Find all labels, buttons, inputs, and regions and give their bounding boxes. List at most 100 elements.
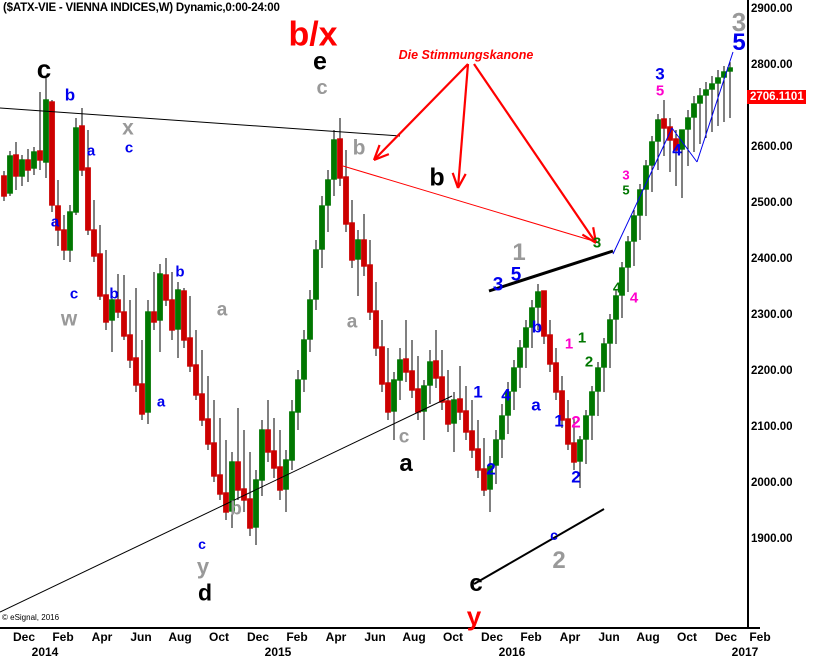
date-tick-label: Jun [130,630,152,644]
wave-label-c: c [316,77,328,99]
date-tick-label: Jun [364,630,386,644]
price-tick-label: 2000.00 [751,477,793,489]
wave-label-2: 2 [552,547,566,574]
wave-label-b: b [531,317,543,337]
price-tick-label: 2100.00 [751,421,793,433]
stimmungskanone-callout: Die Stimmungskanone [398,48,534,62]
date-tick-label: Oct [208,630,230,644]
date-tick-label: Jun [598,630,620,644]
arrow-mid [451,63,470,189]
wave-label-1: 1 [473,382,483,402]
wave-label-b: b [429,163,445,192]
blue-projection-3 [696,51,734,163]
wave-label-2: 2 [486,459,496,479]
wave-label-b: b [352,136,366,160]
arrow-left [372,63,469,162]
red-downtrend [342,165,601,244]
wave-label-y: y [466,601,482,631]
wave-label-a: a [531,395,541,415]
date-tick-label: Dec [246,630,270,644]
wave-label-a: a [50,213,60,231]
wave-label-4: 4 [501,385,511,405]
copyright-notice: © eSignal, 2016 [2,613,60,622]
chart-title: ($ATX-VIE - VIENNA INDICES,W) Dynamic,0:… [3,2,280,14]
wave-label-b: b [175,263,185,281]
wave-label-1: 1 [512,239,526,266]
wave-label-3: 3 [731,7,747,37]
wave-label-c: c [69,285,79,303]
wave-label-2: 2 [571,467,581,487]
price-tick-label: 2900.00 [751,3,793,15]
price-axis[interactable]: 2900.00 2800.00 2600.00 2500.00 2400.00 2300.… [747,0,813,628]
wave-label-3: 3 [655,64,665,84]
price-tick-label: 2800.00 [751,59,793,71]
wave-label-c: c [469,570,483,597]
wave-label-c: c [550,527,558,543]
price-tick-label: 2400.00 [751,253,793,265]
wave-label-a: a [346,311,358,333]
year-label: 2016 [498,645,526,659]
wave-label-c: c [36,54,52,84]
black-base [473,508,605,585]
wave-label-c: c [198,536,206,552]
wave-label-5: 5 [732,29,746,56]
date-tick-label: Aug [402,630,426,644]
date-tick-label: Oct [676,630,698,644]
wave-label-x: x [122,116,134,140]
wave-label-a: a [86,142,96,160]
wave-label-y: y [196,554,210,579]
wave-label-b: b [230,498,242,520]
wave-label-c: c [398,426,410,448]
date-tick-label: Feb [286,630,308,644]
wave-label-1: 1 [554,411,564,431]
wave-label-1: 1 [577,329,587,347]
price-tick-label: 2500.00 [751,197,793,209]
wave-label-5: 5 [510,264,522,286]
wave-label-3: 3 [492,274,504,296]
year-label: 2015 [264,645,292,659]
wave-label-3: 3 [622,167,630,183]
date-tick-label: Apr [559,630,581,644]
date-tick-label: Dec [12,630,36,644]
date-tick-label: Dec [480,630,504,644]
wave-label-d: d [197,579,213,606]
date-axis[interactable]: Dec Feb Apr Jun Aug Oct Dec Feb Apr Jun Aug Oct Dec F… [0,630,771,662]
price-tick-label: 2300.00 [751,309,793,321]
date-tick-label: Feb [520,630,542,644]
upper-resistance [0,107,401,137]
wave-label-4: 4 [672,140,682,160]
headline-label: b/x [288,15,338,54]
wave-label-4: 4 [612,279,622,297]
wave-label-b: b [64,85,76,105]
wave-label-w: w [60,307,78,331]
date-tick-label: Feb [749,630,771,644]
price-tick-label: 1900.00 [751,533,793,545]
wave-label-3: 3 [592,234,602,252]
wave-label-2: 2 [584,353,594,371]
wave-label-4: 4 [629,289,639,307]
year-label: 2014 [31,645,59,659]
year-label: 2017 [731,645,759,659]
date-tick-label: Dec [714,630,738,644]
wave-label-2: 2 [571,412,581,432]
wave-label-a: a [156,393,166,411]
date-tick-label: Apr [325,630,347,644]
arrow-right [473,63,598,244]
wave-label-e: e [313,47,327,76]
date-tick-label: Aug [168,630,192,644]
price-axis-line [747,0,749,628]
price-tick-label: 2600.00 [751,141,793,153]
black-pivot [488,249,614,293]
wave-label-5: 5 [655,82,665,100]
price-plot-area[interactable] [0,0,747,628]
date-tick-label: Aug [636,630,660,644]
price-tick-label: 2200.00 [751,365,793,377]
current-price-tag: 2706.1101 [747,90,806,104]
wave-label-c: c [124,139,134,157]
date-axis-line [0,627,760,629]
date-tick-label: Feb [52,630,74,644]
wave-label-b: b [109,285,119,303]
